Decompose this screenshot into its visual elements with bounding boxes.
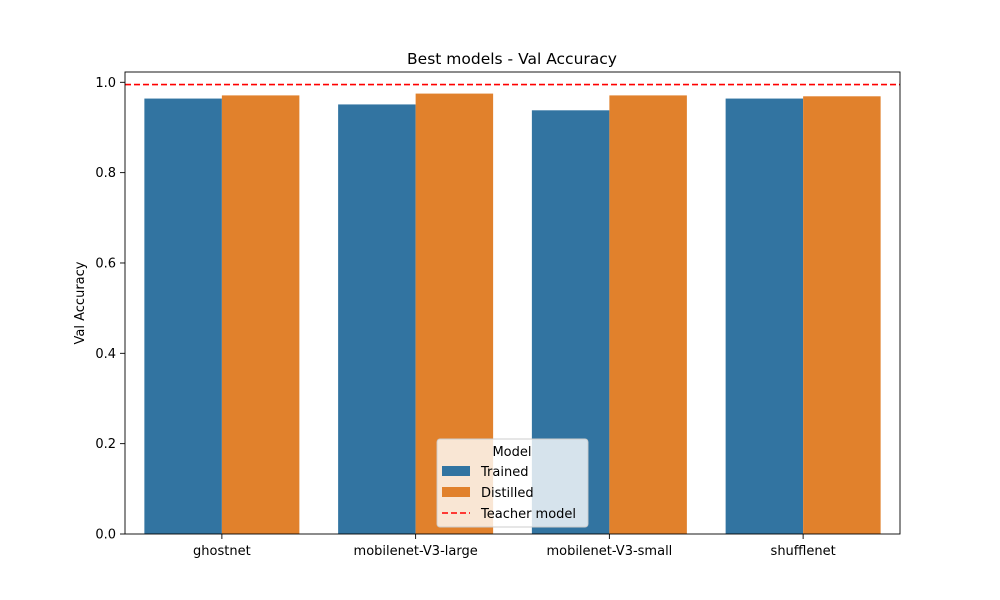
- y-tick-label: 1.0: [95, 76, 116, 91]
- bar-trained-ghostnet: [144, 98, 222, 534]
- plot-frame: [124, 71, 901, 535]
- y-tick-label: 0.6: [95, 256, 116, 271]
- legend-label-trained: Trained: [480, 465, 528, 480]
- legend-box: [436, 438, 589, 528]
- legend-swatch-distilled: [442, 487, 470, 497]
- y-tick-label: 0.2: [95, 437, 116, 452]
- bar-distilled-mobilenet-v3-small: [609, 95, 687, 534]
- x-tick-label: mobilenet-V3-large: [354, 544, 478, 559]
- bar-distilled-shufflenet: [803, 96, 881, 535]
- x-axis: ghostnet mobilenet-V3-large mobilenet-V3-s…: [193, 534, 836, 559]
- y-tick-label: 0.4: [95, 347, 116, 362]
- legend: Model Trained Distilled Teacher model: [436, 438, 589, 528]
- x-tick-label: mobilenet-V3-small: [546, 544, 672, 559]
- bar-trained-shufflenet: [725, 98, 804, 534]
- legend-label-teacher: Teacher model: [480, 507, 576, 522]
- legend-title: Model: [492, 445, 531, 460]
- y-tick-label: 0.8: [95, 166, 116, 181]
- x-tick-label: ghostnet: [193, 544, 251, 559]
- legend-swatch-trained: [442, 466, 470, 476]
- x-tick-label: shufflenet: [771, 544, 836, 559]
- y-axis: 0.0 0.2 0.4 0.6 0.8 1.0: [95, 76, 125, 543]
- y-tick-label: 0.0: [95, 528, 116, 543]
- y-axis-label: Val Accuracy: [73, 261, 88, 344]
- bar-distilled-ghostnet: [221, 95, 300, 534]
- bar-trained-mobilenet-v3-large: [338, 104, 416, 535]
- chart-title: Best models - Val Accuracy: [407, 50, 617, 68]
- legend-label-distilled: Distilled: [481, 486, 534, 501]
